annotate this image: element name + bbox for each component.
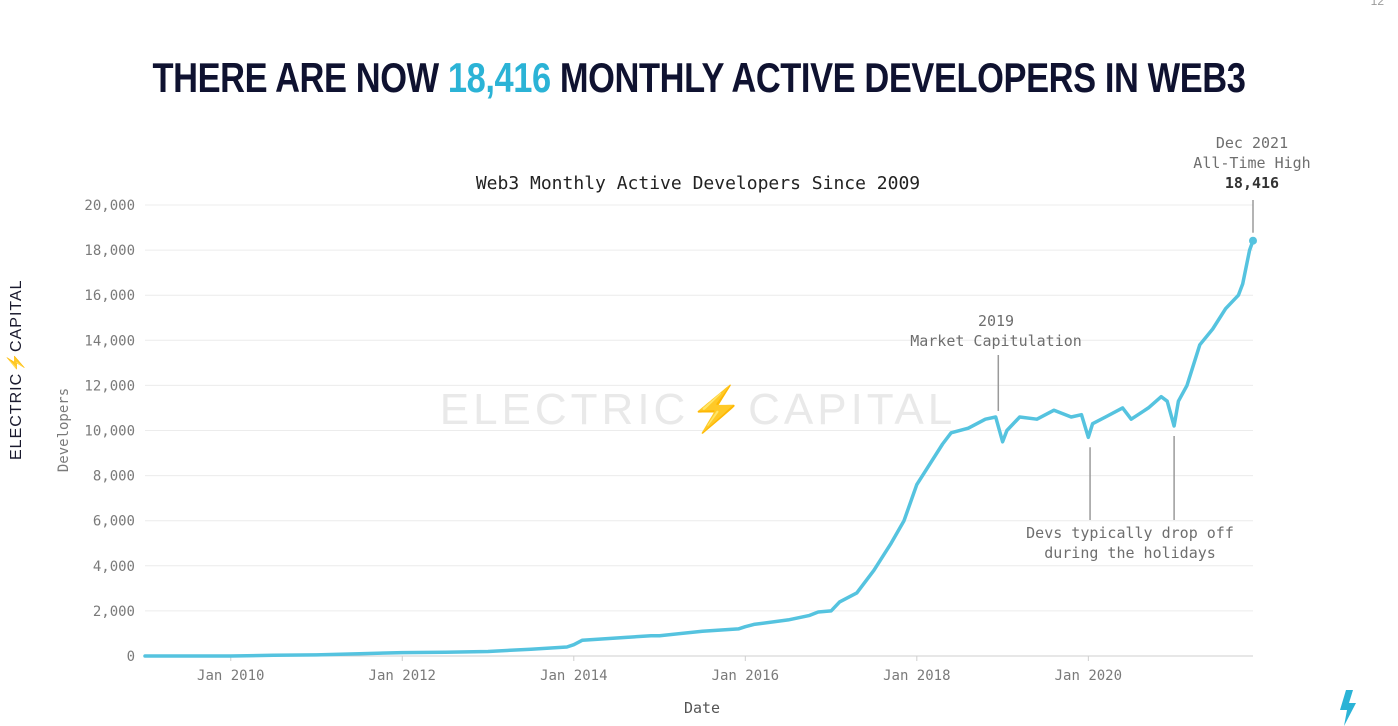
- annotation-text: 18,416: [1225, 174, 1279, 192]
- chart-grid: [145, 204, 1253, 612]
- y-tick-label: 12,000: [84, 378, 135, 394]
- annotations: 2019 Market Capitulation Devs typically dr…: [910, 134, 1311, 562]
- annotation-text: All-Time High: [1193, 154, 1310, 172]
- page-number: 12: [1370, 0, 1384, 8]
- x-tick-label: Jan 2010: [197, 668, 264, 684]
- x-tick-label: Jan 2014: [540, 668, 607, 684]
- y-tick-label: 6,000: [93, 514, 135, 530]
- x-tick-label: Jan 2012: [369, 668, 436, 684]
- developers-line: [143, 238, 1255, 658]
- annotation-text: Devs typically drop off: [1026, 524, 1234, 542]
- annotation-text: 2019: [978, 312, 1014, 330]
- x-tick-label: Jan 2018: [883, 668, 950, 684]
- chart-watermark: ELECTRIC⚡CAPITAL: [440, 384, 957, 435]
- x-tick-label: Jan 2020: [1055, 668, 1122, 684]
- corner-bolt-icon: [1340, 690, 1356, 726]
- y-axis-ticks: 0 2,000 4,000 6,000 8,000 10,000 12,000 14,000 1…: [84, 198, 135, 665]
- y-tick-label: 16,000: [84, 288, 135, 304]
- annotation-text: Dec 2021: [1216, 134, 1288, 152]
- headline-prefix: THERE ARE NOW: [152, 54, 448, 101]
- y-tick-label: 0: [127, 649, 135, 665]
- y-tick-label: 2,000: [93, 604, 135, 620]
- y-tick-label: 4,000: [93, 559, 135, 575]
- ath-point: [1249, 236, 1257, 245]
- x-tick-label: Jan 2016: [712, 668, 779, 684]
- y-tick-label: 8,000: [93, 469, 135, 485]
- annotation-text: Market Capitulation: [910, 332, 1082, 350]
- x-axis-ticks: Jan 2010 Jan 2012 Jan 2014 Jan 2016 Jan 2018…: [197, 656, 1122, 684]
- y-tick-label: 14,000: [84, 333, 135, 349]
- headline: THERE ARE NOW 18,416 MONTHLY ACTIVE DEVE…: [126, 54, 1272, 102]
- series-layer: [143, 236, 1257, 658]
- y-axis-label: Developers: [56, 388, 72, 472]
- y-tick-label: 10,000: [84, 424, 135, 440]
- chart-title: Web3 Monthly Active Developers Since 200…: [476, 173, 920, 194]
- headline-suffix: MONTHLY ACTIVE DEVELOPERS IN WEB3: [550, 54, 1246, 101]
- x-axis-label: Date: [684, 699, 720, 717]
- y-tick-label: 18,000: [84, 243, 135, 259]
- y-tick-label: 20,000: [84, 198, 135, 214]
- annotation-text: during the holidays: [1044, 544, 1216, 562]
- headline-highlight: 18,416: [447, 54, 551, 101]
